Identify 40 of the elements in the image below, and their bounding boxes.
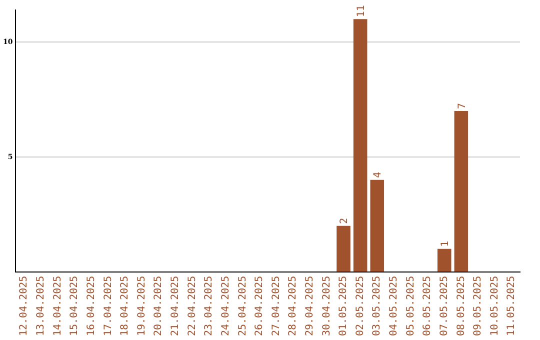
bar [454,111,468,272]
data-label: 2 [339,218,350,224]
x-tick-label: 08.05.2025 [456,276,467,336]
x-tick-label: 16.04.2025 [86,276,97,336]
x-tick-label: 11.05.2025 [506,276,518,336]
x-tick-label: 03.05.2025 [372,276,383,336]
x-tick-label: 13.04.2025 [36,276,47,336]
x-tick-label: 17.04.2025 [102,276,114,336]
x-tick-label: 15.04.2025 [69,276,80,336]
data-label: 1 [440,240,451,247]
x-tick-label: 23.04.2025 [204,276,215,336]
x-tick-label: 20.04.2025 [153,276,164,336]
x-tick-label: 07.05.2025 [438,276,450,336]
x-tick-label: 09.05.2025 [472,276,484,336]
x-tick-label: 21.04.2025 [170,276,182,336]
bar [353,19,368,272]
x-tick-label: 27.04.2025 [270,276,282,336]
x-tick-label: 12.04.2025 [18,276,30,336]
bar [336,226,350,272]
x-tick-label: 02.05.2025 [354,276,366,336]
x-tick-label: 22.04.2025 [186,276,198,336]
x-tick-label: 25.04.2025 [237,276,248,336]
bar [437,248,452,272]
data-label: 11 [356,5,367,18]
x-tick-label: 18.04.2025 [120,276,131,336]
x-tick-label: 14.04.2025 [52,276,64,336]
x-tick-label: 30.04.2025 [321,276,332,336]
x-tick-label: 29.04.2025 [304,276,316,336]
x-tick-label: 10.05.2025 [489,276,500,336]
bar [370,180,384,272]
x-tick-label: 06.05.2025 [422,276,434,336]
data-label: 7 [456,103,468,110]
data-label: 4 [372,172,384,178]
x-tick-label: 24.04.2025 [220,276,232,336]
x-tick-label: 19.04.2025 [136,276,148,336]
x-tick-label: 28.04.2025 [288,276,299,336]
x-tick-label: 04.05.2025 [388,276,400,336]
x-tick-label: 01.05.2025 [338,276,350,336]
x-tick-label: 26.04.2025 [254,276,266,336]
x-tick-label: 05.05.2025 [405,276,416,336]
